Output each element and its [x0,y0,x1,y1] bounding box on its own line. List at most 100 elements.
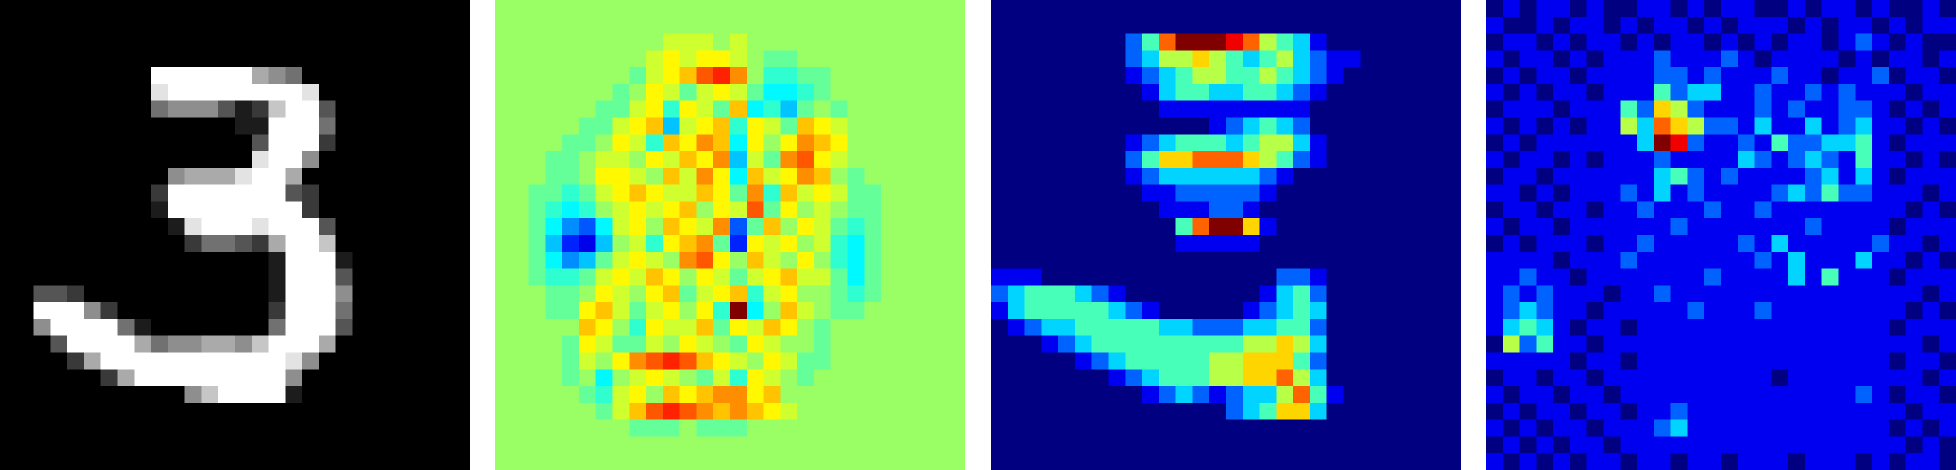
pixel [1041,33,1059,51]
pixel [1485,167,1504,185]
pixel [1141,201,1159,219]
pixel [679,67,698,85]
pixel [1208,117,1226,135]
pixel [495,386,513,404]
pixel [797,134,815,152]
pixel [831,167,849,185]
pixel [1141,134,1159,152]
pixel [1888,419,1906,437]
pixel [696,302,714,320]
pixel [948,419,966,437]
pixel [780,235,798,253]
pixel [1007,352,1025,370]
pixel [948,117,966,135]
pixel [1737,201,1755,219]
pixel [50,402,68,420]
pixel [1343,302,1361,320]
pixel [730,386,748,404]
pixel [1771,50,1789,68]
pixel [16,302,34,320]
pixel [1653,167,1671,185]
pixel [898,151,916,169]
pixel [1553,151,1571,169]
pixel [1276,16,1294,34]
pixel [612,151,630,169]
pixel [0,318,18,337]
pixel [1838,369,1856,387]
pixel [528,369,547,387]
pixel [1855,167,1873,185]
pixel [235,386,253,404]
pixel [495,151,513,169]
pixel [184,386,202,404]
pixel [419,352,437,370]
pixel [1586,302,1604,320]
pixel [16,83,34,102]
pixel [1519,151,1537,169]
pixel [100,50,118,68]
pixel [1687,50,1705,68]
pixel [512,453,530,470]
pixel [251,235,269,253]
pixel [797,251,815,269]
pixel [1855,453,1873,470]
pixel [1485,402,1504,420]
pixel [579,117,597,135]
pixel [1653,100,1671,118]
pixel [1804,201,1823,219]
pixel [1603,167,1621,185]
pixel [402,184,420,202]
pixel [914,419,933,437]
pixel [562,268,580,286]
pixel [1637,235,1655,253]
pixel [763,419,782,437]
pixel [864,386,882,404]
pixel [1620,436,1638,454]
pixel [1192,0,1210,18]
pixel [1569,184,1588,202]
pixel [184,419,202,437]
pixel [1653,251,1671,269]
pixel [1553,251,1571,269]
pixel [1502,33,1520,51]
pixel [100,318,118,337]
pixel [1821,201,1839,219]
pixel [335,268,353,286]
pixel [713,167,731,185]
pixel [1326,184,1344,202]
pixel [1519,201,1537,219]
pixel [352,436,370,454]
pixel [679,151,698,169]
pixel [1108,184,1126,202]
pixel [1586,151,1604,169]
pixel [386,167,404,185]
pixel [1536,302,1554,320]
pixel [1670,33,1688,51]
pixel [285,134,303,152]
pixel [1091,453,1109,470]
pixel [1007,285,1025,303]
pixel [1276,335,1294,353]
pixel [528,167,547,185]
pixel [1326,352,1344,370]
pixel [1485,302,1504,320]
pixel [1192,16,1210,34]
pixel [1091,0,1109,18]
pixel [562,201,580,219]
pixel [1637,184,1655,202]
pixel [1720,16,1739,34]
pixel [285,67,303,85]
pixel [747,184,765,202]
pixel [16,100,34,118]
pixel [1007,386,1025,404]
pixel [596,83,614,102]
pixel [335,251,353,269]
pixel [83,335,102,353]
pixel [1872,83,1890,102]
pixel [1905,453,1923,470]
pixel [1326,235,1344,253]
pixel [730,369,748,387]
pixel [33,453,51,470]
pixel [646,100,664,118]
pixel [763,201,782,219]
